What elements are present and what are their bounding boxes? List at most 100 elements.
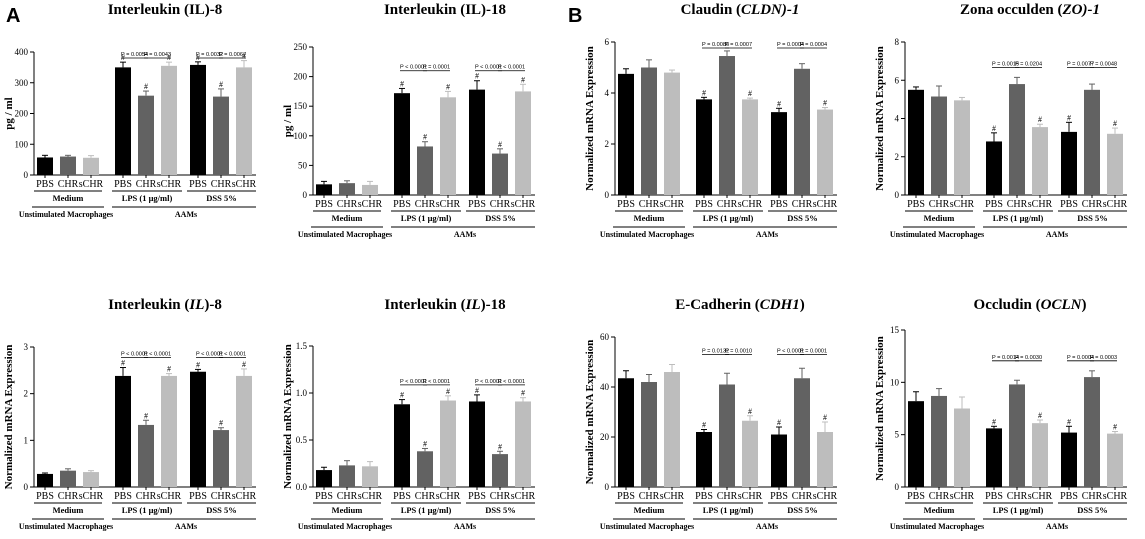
- y-tick-label: 1.5: [296, 341, 308, 351]
- y-tick-label: 0: [605, 190, 610, 200]
- category-label: CHR: [211, 179, 232, 190]
- y-tick-label: 0.0: [296, 482, 308, 492]
- category-label: PBS: [468, 199, 486, 210]
- y-tick-label: 0: [605, 482, 610, 492]
- panel-label-b: B: [568, 5, 582, 27]
- chart-1: Interleukin (IL)-8 0 100 200 300 400 pg / ml PB…: [3, 2, 257, 219]
- pvalue-label: P < 0.0001: [144, 352, 171, 358]
- bar: [954, 100, 970, 195]
- bar: [931, 395, 947, 487]
- bar: [1107, 133, 1123, 195]
- y-tick-label: 0: [24, 482, 29, 492]
- pvalue-label: P = 0.0030: [1015, 355, 1042, 361]
- pvalue-label: P < 0.0001: [498, 379, 525, 385]
- pvalue-label: P = 0.0003: [1090, 355, 1117, 361]
- bar: [664, 72, 680, 195]
- significance-marker: #: [446, 82, 450, 91]
- category-label: CHR: [792, 199, 813, 210]
- significance-marker: #: [498, 442, 502, 451]
- pvalue-label: P < 0.0001: [423, 379, 450, 385]
- y-tick-label: 8: [895, 37, 900, 47]
- category-label: CHR: [490, 199, 511, 210]
- bar: [60, 156, 76, 175]
- y-axis-label: Normalized mRNA Expression: [874, 46, 886, 191]
- pvalue-label: P = 0.0032: [196, 52, 223, 58]
- chart-title: E-Cadherin (CDH1): [675, 297, 805, 313]
- group-label: LPS (1 μg/ml): [122, 505, 173, 515]
- pvalue-label: P < 0.0001: [121, 352, 148, 358]
- category-label: PBS: [114, 179, 132, 190]
- category-label: PBS: [617, 199, 635, 210]
- bar: [83, 157, 99, 175]
- category-label: CHR: [136, 491, 157, 502]
- y-tick-label: 50: [298, 160, 308, 170]
- category-label: CHR: [717, 491, 738, 502]
- significance-marker: #: [823, 413, 827, 422]
- category-label: CHR: [792, 491, 813, 502]
- bar: [213, 96, 229, 175]
- bar: [908, 89, 924, 195]
- chart-8: Occludin (OCLN) 0 5 10 15 Normalized mRNA Exp…: [874, 297, 1128, 531]
- supergroup-label: AAMs: [454, 230, 476, 239]
- bar: [115, 67, 131, 175]
- group-label: LPS (1 μg/ml): [993, 505, 1044, 515]
- significance-marker: #: [498, 140, 502, 149]
- significance-marker: #: [1113, 423, 1117, 432]
- category-label: CHR: [337, 199, 358, 210]
- bar: [1107, 433, 1123, 487]
- group-label: DSS 5%: [1077, 505, 1107, 515]
- category-label: sCHR: [79, 491, 104, 502]
- bar: [115, 375, 131, 487]
- pvalue-label: P = 0.0086: [702, 42, 729, 48]
- significance-marker: #: [475, 72, 479, 81]
- y-axis-label: pg / ml: [3, 97, 15, 129]
- bar: [908, 401, 924, 487]
- category-label: CHR: [136, 179, 157, 190]
- supergroup-label: AAMs: [1046, 230, 1068, 239]
- category-label: CHR: [415, 199, 436, 210]
- bar: [954, 408, 970, 487]
- group-label: LPS (1 μg/ml): [703, 505, 754, 515]
- group-label: Medium: [634, 505, 665, 515]
- bar: [1061, 131, 1077, 195]
- bar: [492, 454, 508, 487]
- significance-marker: #: [1038, 115, 1042, 124]
- bar: [1032, 423, 1048, 487]
- pvalue-label: P = 0.0077: [1067, 61, 1094, 67]
- y-tick-label: 2: [24, 389, 29, 399]
- pvalue-label: P = 0.0043: [144, 52, 171, 58]
- significance-marker: #: [1038, 411, 1042, 420]
- pvalue-label: P < 0.0001: [219, 352, 246, 358]
- pvalue-label: P = 0.0014: [992, 355, 1019, 361]
- group-label: DSS 5%: [787, 505, 817, 515]
- bar: [190, 371, 206, 487]
- significance-marker: #: [400, 391, 404, 400]
- supergroup-label: AAMs: [1046, 522, 1068, 531]
- pvalue-label: P = 0.0004: [800, 42, 827, 48]
- group-label: LPS (1 μg/ml): [993, 213, 1044, 223]
- chart-3: Claudin (CLDN)-1 0 2 4 6 Normalized mRNA Expr…: [584, 2, 838, 239]
- bar: [236, 67, 252, 175]
- y-tick-label: 150: [294, 101, 308, 111]
- significance-marker: #: [777, 99, 781, 108]
- category-label: CHR: [58, 179, 79, 190]
- chart-5: Interleukin (IL)-8 0 1 2 3 Normalized mRNA Ex…: [3, 297, 257, 531]
- bar: [469, 401, 485, 487]
- bar: [817, 109, 833, 195]
- category-label: sCHR: [660, 491, 685, 502]
- significance-marker: #: [1113, 119, 1117, 128]
- category-label: PBS: [1060, 199, 1078, 210]
- y-tick-label: 400: [15, 47, 29, 57]
- bar: [771, 112, 787, 195]
- group-label: LPS (1 μg/ml): [703, 213, 754, 223]
- y-tick-label: 0: [895, 482, 900, 492]
- category-label: CHR: [1007, 491, 1028, 502]
- bar: [794, 378, 810, 487]
- supergroup-label: Unstimulated Macrophages: [600, 230, 694, 239]
- pvalue-label: P = 0.0132: [702, 349, 729, 355]
- y-tick-label: 15: [890, 325, 900, 335]
- bar: [719, 56, 735, 196]
- bar: [236, 375, 252, 487]
- group-label: DSS 5%: [787, 213, 817, 223]
- category-label: sCHR: [358, 199, 383, 210]
